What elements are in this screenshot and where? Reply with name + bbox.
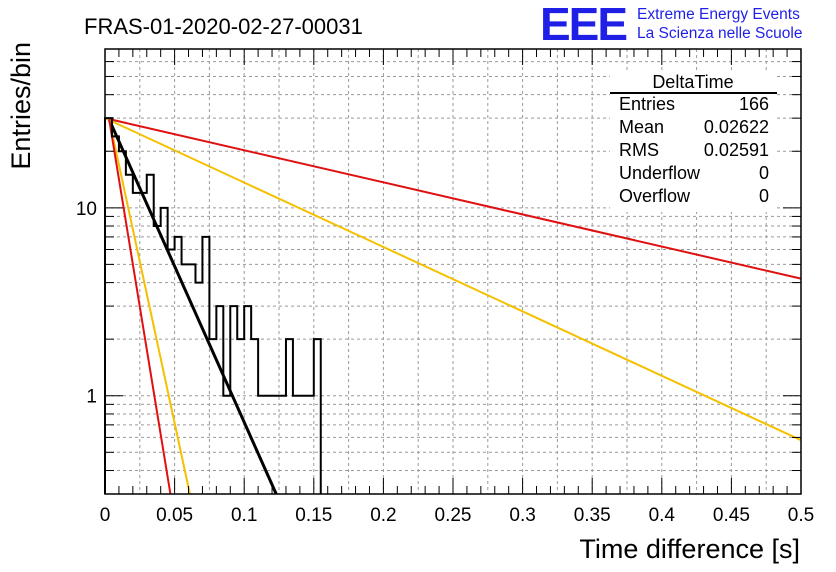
fit-line-0 — [107, 118, 278, 495]
histogram-bin-7 — [154, 226, 161, 494]
x-tick-label: 0.4 — [649, 505, 676, 526]
histogram-bin-6 — [147, 175, 154, 494]
x-tick-label: 0.25 — [435, 505, 472, 526]
fit-line-4 — [108, 119, 172, 495]
stats-value-underflow: 0 — [759, 163, 769, 183]
x-axis-label: Time difference [s] — [579, 534, 800, 564]
histogram-bin-2 — [119, 151, 126, 494]
histogram-bin-21 — [251, 339, 258, 494]
histogram-bin-3 — [126, 175, 133, 494]
histogram-bin-27 — [293, 396, 300, 494]
x-tick-label: 0.15 — [295, 505, 332, 526]
histogram-outline — [104, 117, 322, 494]
stats-label-mean: Mean — [619, 117, 664, 137]
histogram-bin-17 — [223, 396, 230, 494]
histogram-bin-5 — [140, 193, 147, 494]
x-tick-label: 0.35 — [574, 505, 611, 526]
histogram-bin-14 — [202, 237, 209, 494]
stats-value-overflow: 0 — [759, 186, 769, 206]
histogram-bin-18 — [230, 306, 237, 494]
x-tick-label: 0.2 — [370, 505, 396, 526]
fit-line-2 — [104, 117, 802, 442]
x-tick-label: 0.5 — [788, 505, 814, 526]
stats-label-underflow: Underflow — [619, 163, 701, 183]
logo-line-1: Extreme Energy Events — [637, 6, 800, 23]
stats-value-mean: 0.02622 — [704, 117, 769, 137]
stats-label-overflow: Overflow — [619, 186, 691, 206]
histogram-bin-16 — [216, 306, 223, 494]
histogram-bin-19 — [237, 339, 244, 494]
histogram-bin-24 — [272, 396, 279, 494]
histogram-bin-28 — [300, 396, 307, 494]
x-tick-label: 0.3 — [509, 505, 535, 526]
histogram — [104, 117, 322, 494]
histogram-bin-30 — [314, 339, 321, 494]
histogram-bin-4 — [133, 193, 140, 494]
histogram-bin-22 — [258, 396, 265, 494]
stats-label-rms: RMS — [619, 140, 659, 160]
histogram-bin-25 — [279, 396, 286, 494]
y-tick-label: 1 — [86, 387, 97, 408]
histogram-bin-13 — [195, 283, 202, 494]
histogram-bin-20 — [244, 306, 251, 494]
x-tick-label: 0.1 — [231, 505, 257, 526]
histogram-bin-11 — [182, 264, 189, 494]
histogram-bin-29 — [307, 396, 314, 494]
histogram-bin-12 — [189, 264, 196, 494]
eee-logo: EEE Extreme Energy Events La Scienza nel… — [540, 0, 802, 50]
stats-box: DeltaTime Entries 166 Mean 0.02622 RMS 0… — [610, 72, 777, 212]
histogram-bin-15 — [209, 339, 216, 494]
y-tick-label: 10 — [76, 199, 97, 220]
histogram-bin-26 — [286, 339, 293, 494]
logo-mark: EEE — [540, 0, 626, 50]
stats-label-entries: Entries — [619, 94, 675, 114]
histogram-bin-9 — [168, 250, 175, 494]
x-tick-label: 0 — [100, 505, 111, 526]
x-tick-label: 0.45 — [713, 505, 750, 526]
histogram-bin-1 — [112, 136, 119, 494]
axis-ticks: 0 0.05 0.1 0.15 0.2 0.25 0.3 0.35 0.4 0.45 0.5 1 10 — [76, 48, 814, 526]
fit-line-3 — [108, 119, 191, 495]
chart-title: FRAS-01-2020-02-27-00031 — [84, 14, 363, 39]
histogram-bin-10 — [175, 237, 182, 494]
logo-line-2: La Scienza nelle Scuole — [637, 25, 802, 42]
stats-title: DeltaTime — [652, 72, 733, 92]
fit-lines — [104, 117, 802, 495]
x-tick-label: 0.05 — [156, 505, 193, 526]
histogram-bin-8 — [161, 208, 168, 494]
histogram-bin-23 — [265, 396, 272, 494]
y-axis-label: Entries/bin — [6, 42, 36, 170]
stats-value-entries: 166 — [739, 94, 769, 114]
stats-value-rms: 0.02591 — [704, 140, 769, 160]
fit-line-1 — [104, 117, 802, 280]
